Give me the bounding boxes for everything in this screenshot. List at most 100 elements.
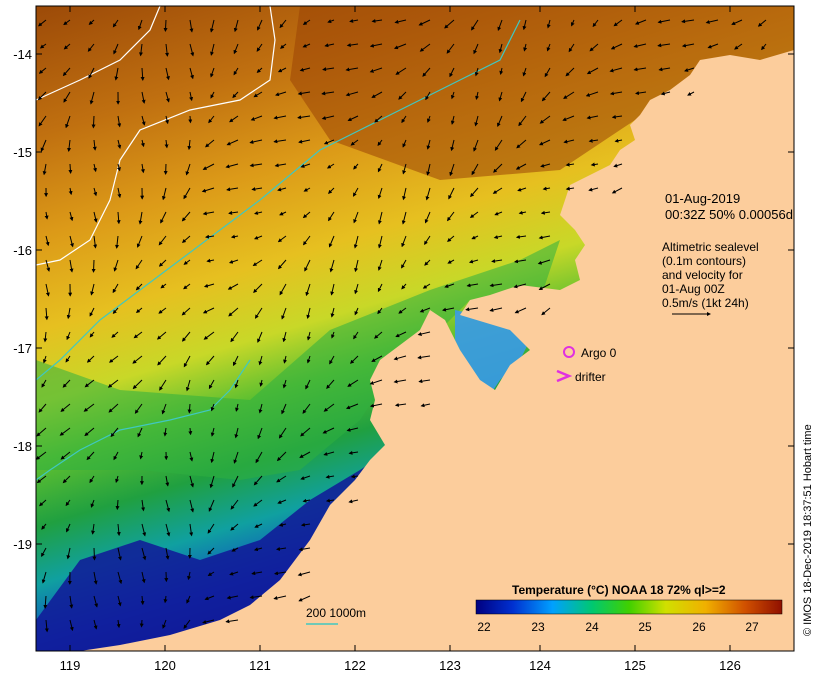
current-vector	[234, 379, 239, 389]
current-vector	[684, 67, 695, 72]
current-vector	[299, 451, 311, 458]
current-vector	[539, 115, 551, 124]
current-vector	[203, 331, 215, 340]
current-vector	[345, 403, 359, 410]
current-vector	[425, 91, 431, 101]
current-vector	[69, 619, 74, 632]
current-vector	[138, 43, 143, 57]
current-vector	[401, 115, 407, 124]
current-vector	[259, 379, 264, 387]
current-vector	[274, 571, 287, 576]
current-vector	[424, 211, 431, 224]
colorbar-tick-24: 24	[585, 620, 599, 634]
current-vector	[42, 163, 47, 176]
current-vector	[371, 18, 383, 23]
current-vector	[331, 331, 335, 339]
current-vector	[93, 163, 97, 173]
current-vector	[141, 91, 146, 104]
current-vector	[255, 451, 263, 464]
current-vector	[226, 595, 239, 600]
current-vector	[565, 67, 575, 77]
current-vector	[302, 498, 311, 503]
current-vector	[209, 475, 215, 489]
current-vector	[201, 187, 215, 193]
current-vector	[761, 43, 767, 51]
current-vector	[613, 163, 623, 168]
current-vector	[141, 115, 146, 126]
current-vector	[305, 283, 311, 297]
current-vector	[210, 451, 215, 464]
drifter-marker-icon	[556, 369, 573, 383]
current-vector	[165, 499, 171, 513]
current-vector	[588, 138, 599, 143]
current-vector	[518, 210, 527, 215]
current-vector	[89, 91, 95, 105]
current-vector	[202, 163, 215, 170]
current-vector	[253, 547, 263, 552]
current-vector	[417, 355, 431, 360]
current-vector	[116, 523, 121, 537]
current-vector	[353, 163, 359, 170]
current-vector	[393, 43, 407, 50]
current-vector	[353, 187, 359, 197]
current-vector	[349, 355, 359, 364]
current-vector	[233, 355, 239, 367]
current-vector	[36, 475, 47, 484]
current-vector	[36, 427, 47, 437]
depth-legend: 200 1000m	[306, 606, 366, 620]
current-vector	[137, 427, 143, 438]
current-vector	[489, 283, 503, 288]
current-vector	[254, 523, 263, 528]
current-vector	[183, 619, 191, 629]
current-vector	[163, 427, 168, 437]
current-vector	[377, 307, 383, 315]
current-vector	[161, 187, 167, 201]
colorbar-tick-23: 23	[531, 620, 545, 634]
current-vector	[69, 211, 74, 222]
current-vector	[249, 595, 263, 600]
current-vector	[253, 283, 263, 294]
current-vector	[492, 187, 503, 194]
current-vector	[228, 307, 239, 317]
current-vector	[93, 619, 98, 630]
current-vector	[705, 19, 719, 24]
land-mass	[80, 50, 794, 651]
current-vector	[163, 19, 168, 32]
current-vector	[89, 475, 95, 484]
current-vector	[302, 211, 311, 219]
current-vector	[231, 547, 239, 552]
current-vector	[253, 499, 263, 507]
current-vector	[37, 91, 47, 101]
current-vector	[449, 163, 455, 177]
current-vector	[660, 91, 671, 96]
current-vector	[276, 475, 287, 483]
current-vector	[275, 91, 287, 97]
current-vector	[326, 379, 335, 389]
current-vector	[183, 187, 191, 200]
current-vector	[426, 163, 431, 176]
current-vector	[140, 67, 145, 81]
current-vector	[230, 234, 239, 239]
current-vector	[470, 187, 479, 198]
current-vector	[442, 307, 455, 312]
current-vector	[538, 283, 551, 290]
current-vector	[393, 379, 407, 384]
current-vector	[450, 115, 455, 125]
current-vector	[187, 139, 192, 151]
current-vector	[347, 115, 359, 122]
current-vector	[466, 283, 479, 288]
current-vector	[277, 187, 287, 192]
lat-tick-16: -16	[13, 243, 32, 258]
current-vector	[522, 67, 527, 77]
current-vector	[91, 259, 96, 273]
current-vector	[588, 187, 599, 192]
current-vector	[306, 307, 311, 319]
lon-tick-125: 125	[624, 658, 646, 673]
current-vector	[349, 18, 359, 23]
isobath-200m-south	[36, 359, 251, 481]
current-vector	[165, 115, 169, 125]
current-vector	[514, 259, 527, 264]
current-vector	[188, 115, 193, 124]
current-vector	[232, 91, 239, 99]
current-vector	[542, 186, 551, 191]
